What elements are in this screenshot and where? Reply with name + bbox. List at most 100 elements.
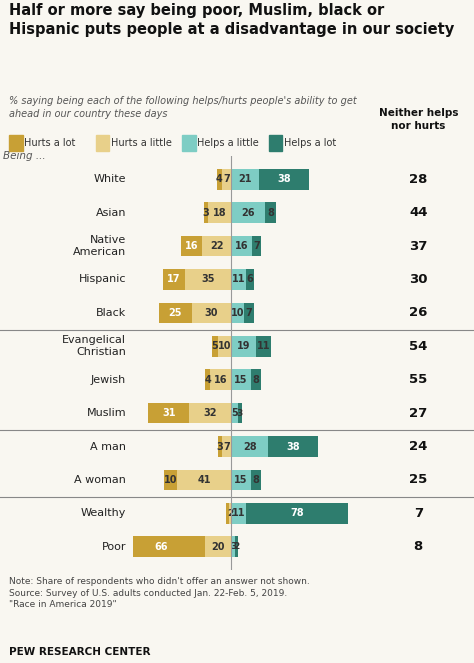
Bar — [192, 302, 231, 324]
Text: 10: 10 — [218, 341, 231, 351]
Text: Wealthy: Wealthy — [81, 509, 126, 518]
Bar — [252, 235, 262, 257]
Text: 22: 22 — [210, 241, 224, 251]
Bar — [118, 536, 205, 557]
Text: 54: 54 — [409, 339, 428, 353]
Bar — [226, 503, 228, 524]
Text: 25: 25 — [409, 473, 428, 487]
Bar — [231, 169, 259, 190]
Text: 26: 26 — [409, 306, 428, 320]
Text: 8: 8 — [253, 475, 260, 485]
Bar — [163, 269, 185, 290]
Text: 11: 11 — [232, 274, 245, 284]
Bar — [231, 402, 238, 424]
Bar — [164, 469, 177, 491]
Text: 44: 44 — [409, 206, 428, 219]
Text: Hurts a lot: Hurts a lot — [24, 137, 75, 148]
Text: 18: 18 — [213, 208, 226, 217]
Bar — [148, 402, 189, 424]
Bar — [238, 402, 242, 424]
Text: Asian: Asian — [96, 208, 126, 217]
Bar — [231, 436, 268, 457]
Bar — [256, 336, 271, 357]
Bar — [9, 135, 23, 151]
Text: 3: 3 — [230, 542, 237, 552]
Text: 3: 3 — [217, 442, 223, 452]
Bar — [231, 202, 265, 223]
Text: 16: 16 — [185, 241, 199, 251]
Text: Neither helps
nor hurts: Neither helps nor hurts — [379, 108, 458, 131]
Text: 8: 8 — [267, 208, 274, 217]
Text: 10: 10 — [164, 475, 178, 485]
Text: 21: 21 — [238, 174, 252, 184]
Bar — [204, 202, 208, 223]
Text: 32: 32 — [203, 408, 217, 418]
Bar — [205, 536, 231, 557]
Text: 19: 19 — [237, 341, 250, 351]
Bar — [218, 336, 231, 357]
Bar — [259, 169, 309, 190]
Text: 30: 30 — [409, 273, 428, 286]
Bar — [231, 369, 251, 390]
Text: 31: 31 — [162, 408, 175, 418]
Text: 3: 3 — [202, 208, 209, 217]
Text: Half or more say being poor, Muslim, black or
Hispanic puts people at a disadvan: Half or more say being poor, Muslim, bla… — [9, 3, 455, 37]
Text: 15: 15 — [234, 375, 248, 385]
Text: 16: 16 — [235, 241, 248, 251]
Bar — [202, 235, 231, 257]
Bar — [231, 302, 245, 324]
Bar — [222, 169, 231, 190]
Bar — [222, 436, 231, 457]
Text: 2: 2 — [233, 542, 240, 552]
Text: Note: Share of respondents who didn't offer an answer not shown.
Source: Survey : Note: Share of respondents who didn't of… — [9, 577, 310, 609]
Bar — [246, 503, 348, 524]
Text: PEW RESEARCH CENTER: PEW RESEARCH CENTER — [9, 648, 151, 658]
Bar — [231, 503, 246, 524]
Text: 10: 10 — [231, 308, 245, 318]
Text: 7: 7 — [223, 442, 230, 452]
Text: Hispanic: Hispanic — [79, 274, 126, 284]
Bar — [211, 336, 218, 357]
Text: 38: 38 — [286, 442, 300, 452]
Text: 11: 11 — [232, 509, 245, 518]
Text: 6: 6 — [246, 274, 253, 284]
Bar — [189, 402, 231, 424]
Text: 27: 27 — [409, 406, 428, 420]
Bar — [208, 202, 231, 223]
Bar — [265, 202, 276, 223]
Text: 7: 7 — [414, 507, 423, 520]
Bar — [231, 336, 256, 357]
Text: 5: 5 — [231, 408, 238, 418]
Bar — [218, 436, 222, 457]
Bar — [251, 369, 262, 390]
Text: 26: 26 — [242, 208, 255, 217]
Bar — [269, 135, 283, 151]
Bar — [182, 135, 196, 151]
Text: Being ...: Being ... — [3, 151, 46, 161]
Text: % saying being each of the following helps/hurts people's ability to get
ahead i: % saying being each of the following hel… — [9, 96, 357, 119]
Text: Black: Black — [96, 308, 126, 318]
Text: Hurts a little: Hurts a little — [110, 137, 172, 148]
Text: Jewish: Jewish — [91, 375, 126, 385]
Bar — [235, 536, 238, 557]
Bar — [185, 269, 231, 290]
Bar — [231, 469, 251, 491]
Bar — [246, 269, 254, 290]
Bar — [210, 369, 231, 390]
Bar — [245, 302, 254, 324]
Text: 7: 7 — [246, 308, 252, 318]
Bar — [251, 469, 262, 491]
Bar — [228, 503, 231, 524]
Text: 35: 35 — [201, 274, 215, 284]
Bar — [217, 169, 222, 190]
Text: 78: 78 — [290, 509, 304, 518]
Text: Helps a lot: Helps a lot — [283, 137, 336, 148]
Text: 7: 7 — [223, 174, 230, 184]
Text: Native
American: Native American — [73, 235, 126, 257]
Bar — [177, 469, 231, 491]
Text: Muslim: Muslim — [86, 408, 126, 418]
Text: White: White — [93, 174, 126, 184]
Bar — [159, 302, 192, 324]
Text: 15: 15 — [234, 475, 248, 485]
Bar — [231, 235, 252, 257]
